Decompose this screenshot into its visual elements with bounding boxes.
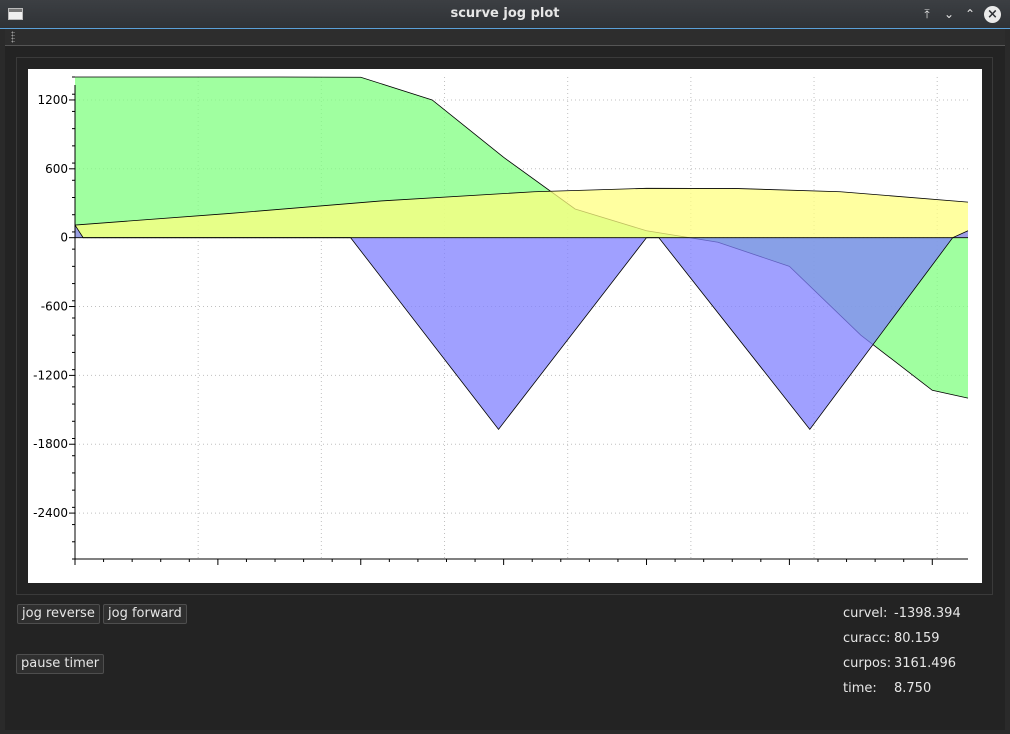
series-line-1 [74, 187, 969, 226]
minimize-icon[interactable]: ⌄ [943, 7, 955, 21]
window-icon[interactable] [8, 8, 23, 20]
time-value: 8.750 [894, 681, 932, 696]
curvel-label: curvel: [843, 606, 888, 621]
toolbar [5, 29, 1005, 46]
plot-canvas: 1200 600 0 -600 -1200 -1800 -2400 [28, 69, 982, 583]
y-tick-label-6: -2400 [33, 506, 68, 520]
jog-forward-button[interactable]: jog forward [103, 604, 187, 624]
time-label: time: [843, 681, 877, 696]
title-bar: scurve jog plot ⤒ ⌄ ⌃ × [0, 0, 1010, 29]
scurve-plot: 1200 600 0 -600 -1200 -1800 -2400 [33, 76, 969, 565]
jog-reverse-button[interactable]: jog reverse [17, 604, 100, 624]
keep-above-icon[interactable]: ⤒ [924, 7, 930, 21]
series-area-2 [75, 225, 968, 430]
plot-frame [16, 57, 993, 595]
main-content: 1200 600 0 -600 -1200 -1800 -2400 jog reverse … [5, 46, 1005, 730]
curacc-label: curacc: [843, 631, 891, 646]
y-tick-label-3: -600 [41, 300, 68, 314]
pause-timer-button[interactable]: pause timer [16, 654, 105, 674]
toolbar-grip-icon[interactable] [11, 31, 15, 43]
window-title: scurve jog plot [450, 6, 560, 21]
curacc-value: 80.159 [894, 631, 940, 646]
y-tick-label-5: -1800 [33, 437, 68, 451]
close-icon[interactable]: × [984, 6, 1001, 23]
y-tick-label-1: 600 [45, 162, 68, 176]
curvel-value: -1398.394 [894, 606, 961, 621]
y-tick-label-4: -1200 [33, 368, 68, 382]
y-tick-label-2: 0 [60, 231, 68, 245]
curpos-value: 3161.496 [894, 656, 957, 671]
series-area-1 [75, 188, 968, 238]
curpos-label: curpos: [843, 656, 892, 671]
maximize-icon[interactable]: ⌃ [964, 7, 976, 21]
y-tick-label-0: 1200 [37, 93, 68, 107]
